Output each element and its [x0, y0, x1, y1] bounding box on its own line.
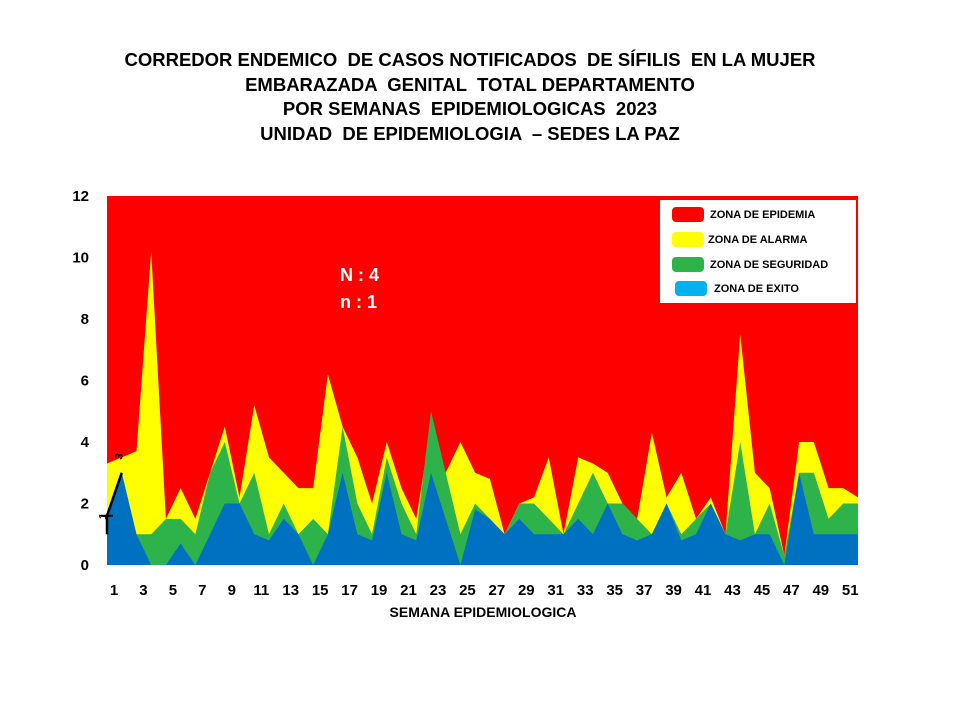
- y-tick-label: 12: [72, 188, 89, 205]
- x-tick-label: 21: [400, 582, 417, 599]
- y-axis-ticks: 0 2 4 6 8 10 12: [72, 188, 89, 574]
- annotation-total-n: N : 4: [340, 265, 379, 285]
- y-tick-label: 4: [81, 434, 90, 451]
- x-tick-label: 5: [169, 582, 177, 599]
- chart-title: CORREDOR ENDEMICO DE CASOS NOTIFICADOS D…: [0, 48, 940, 146]
- chart-legend: ZONA DE EPIDEMIA ZONA DE ALARMA ZONA DE SE…: [660, 200, 856, 303]
- observed-line-layer: [101, 472, 123, 535]
- x-tick-label: 45: [754, 582, 771, 599]
- x-tick-label: 41: [695, 582, 712, 599]
- series-area-2: [107, 251, 858, 565]
- legend-label-3: ZONA DE SEGURIDAD: [710, 259, 828, 271]
- x-tick-label: 11: [253, 582, 269, 599]
- x-tick-label: 31: [547, 582, 564, 599]
- legend-swatch-2: [672, 232, 704, 247]
- x-axis-label: SEMANA EPIDEMIOLOGICA: [390, 604, 577, 620]
- x-tick-label: 27: [489, 582, 506, 599]
- x-tick-label: 25: [459, 582, 476, 599]
- x-tick-label: 47: [783, 582, 800, 599]
- x-tick-label: 35: [606, 582, 623, 599]
- x-tick-label: 19: [371, 582, 388, 599]
- legend-label-4: ZONA DE EXITO: [714, 283, 799, 295]
- y-tick-label: 8: [81, 311, 89, 328]
- legend-swatch-3: [672, 257, 704, 272]
- x-tick-label: 29: [518, 582, 535, 599]
- legend-label-2: ZONA DE ALARMA: [708, 234, 807, 246]
- x-tick-label: 33: [577, 582, 594, 599]
- x-tick-label: 39: [665, 582, 682, 599]
- y-tick-label: 6: [81, 373, 89, 390]
- x-tick-label: 15: [312, 582, 329, 599]
- x-tick-label: 17: [341, 582, 358, 599]
- x-tick-label: 49: [812, 582, 829, 599]
- title-line-1: CORREDOR ENDEMICO DE CASOS NOTIFICADOS D…: [124, 49, 816, 70]
- y-tick-label: 0: [81, 557, 89, 574]
- legend-swatch-1: [672, 207, 704, 222]
- x-tick-label: 3: [139, 582, 147, 599]
- x-tick-label: 7: [198, 582, 206, 599]
- title-line-2: EMBARAZADA GENITAL TOTAL DEPARTAMENTO: [245, 73, 695, 95]
- series-area-4: [107, 472, 858, 565]
- x-tick-label: 1: [110, 582, 118, 599]
- y-tick-label: 2: [81, 496, 89, 513]
- x-axis-ticks: 1 3 5 7 9 11 13 15 17 19 21 23 25 27 29 31 33 35 37 39 41 43 4…: [110, 582, 859, 599]
- x-tick-label: 43: [724, 582, 741, 599]
- title-line-3: POR SEMANAS EPIDEMIOLOGICAS 2023: [282, 98, 658, 119]
- legend-label-1: ZONA DE EPIDEMIA: [710, 209, 815, 221]
- title-line-4: UNIDAD DE EPIDEMIOLOGIA – SEDES LA PAZ: [260, 122, 680, 144]
- x-tick-label: 51: [842, 582, 859, 599]
- annotation-week-n: n : 1: [340, 292, 377, 312]
- legend-swatch-4: [675, 281, 707, 296]
- x-tick-label: 13: [282, 582, 299, 599]
- x-tick-label: 9: [228, 582, 236, 599]
- y-tick-label: 10: [72, 250, 89, 267]
- x-tick-label: 37: [636, 582, 653, 599]
- x-tick-label: 23: [430, 582, 447, 599]
- point-label-week-2: 3: [113, 452, 126, 460]
- point-label-week-1: 1: [97, 512, 110, 520]
